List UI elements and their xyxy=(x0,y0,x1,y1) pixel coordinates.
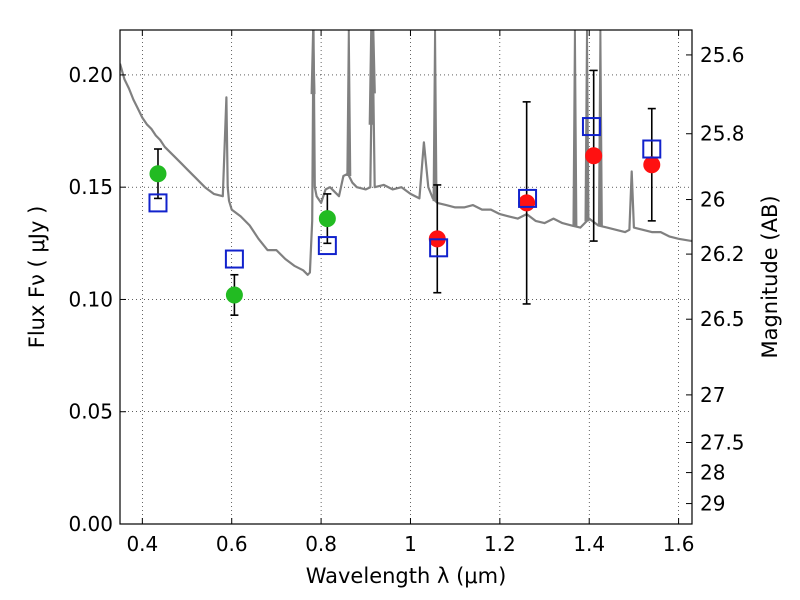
y2-tick-label: 26.5 xyxy=(700,307,745,331)
emission-spike xyxy=(346,30,352,177)
y-tick-label: 0.20 xyxy=(68,63,113,87)
plot-frame xyxy=(119,29,693,525)
y-tick-label: 0.00 xyxy=(68,512,113,536)
emission-spike xyxy=(370,30,376,94)
model-point xyxy=(642,139,662,159)
model-point xyxy=(581,117,601,137)
emission-spike xyxy=(572,30,578,227)
data-point xyxy=(318,210,336,228)
spectrum-layer xyxy=(120,30,692,276)
data-point xyxy=(643,156,661,174)
y2-tick-label: 26 xyxy=(700,188,725,212)
y2-axis-title: Magnitude (AB) xyxy=(758,195,782,358)
x-axis-title: Wavelength λ (μm) xyxy=(306,564,507,588)
emission-spike xyxy=(432,30,438,202)
data-point xyxy=(585,147,603,165)
data-point xyxy=(149,165,167,183)
y2-tick-label: 29 xyxy=(700,492,725,516)
y2-tick-label: 25.8 xyxy=(700,122,745,146)
emission-spike xyxy=(310,30,316,95)
model-point xyxy=(148,193,168,213)
emission-spike xyxy=(584,30,590,222)
y-axis-title: Flux Fν ( μJy ) xyxy=(25,206,49,349)
x-tick-label: 1.2 xyxy=(484,532,516,556)
y2-tick-label: 27 xyxy=(700,383,725,407)
model-point xyxy=(317,236,337,256)
gridlines xyxy=(120,30,692,524)
y-tick-label: 0.05 xyxy=(68,400,113,424)
y2-tick-label: 25.6 xyxy=(700,43,745,67)
model-point xyxy=(224,249,244,269)
model-point xyxy=(518,188,538,208)
y-tick-label: 0.10 xyxy=(68,287,113,311)
y2-tick-label: 28 xyxy=(700,461,725,485)
x-tick-label: 0.6 xyxy=(216,532,248,556)
data-point xyxy=(225,286,243,304)
x-tick-label: 0.8 xyxy=(305,532,337,556)
y-tick-label: 0.15 xyxy=(68,175,113,199)
emission-spike xyxy=(368,30,374,125)
x-tick-label: 0.4 xyxy=(126,532,158,556)
axis-ticks: 0.4 0.6 0.8 1 1.2 1.4 1.6 0.00 0.05 0.10 0.15 0.20 2… xyxy=(68,30,745,556)
points-layer xyxy=(148,69,662,316)
x-tick-label: 1 xyxy=(404,532,417,556)
y2-tick-label: 27.5 xyxy=(700,430,745,454)
data-point xyxy=(518,194,536,212)
model-point xyxy=(429,238,449,258)
plot-background xyxy=(120,30,692,524)
x-tick-label: 1.4 xyxy=(573,532,605,556)
y2-tick-label: 26.2 xyxy=(700,242,745,266)
x-tick-label: 1.6 xyxy=(663,532,695,556)
